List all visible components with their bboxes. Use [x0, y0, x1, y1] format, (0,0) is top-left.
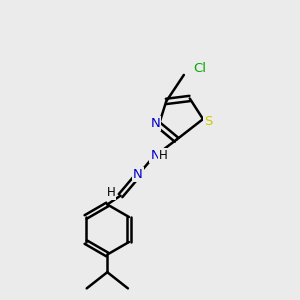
Text: Cl: Cl [194, 61, 207, 75]
Text: N: N [133, 168, 143, 181]
Text: H: H [107, 186, 116, 199]
Text: N: N [150, 117, 160, 130]
Text: N: N [150, 148, 160, 161]
Text: S: S [204, 115, 212, 128]
Text: H: H [159, 148, 168, 161]
